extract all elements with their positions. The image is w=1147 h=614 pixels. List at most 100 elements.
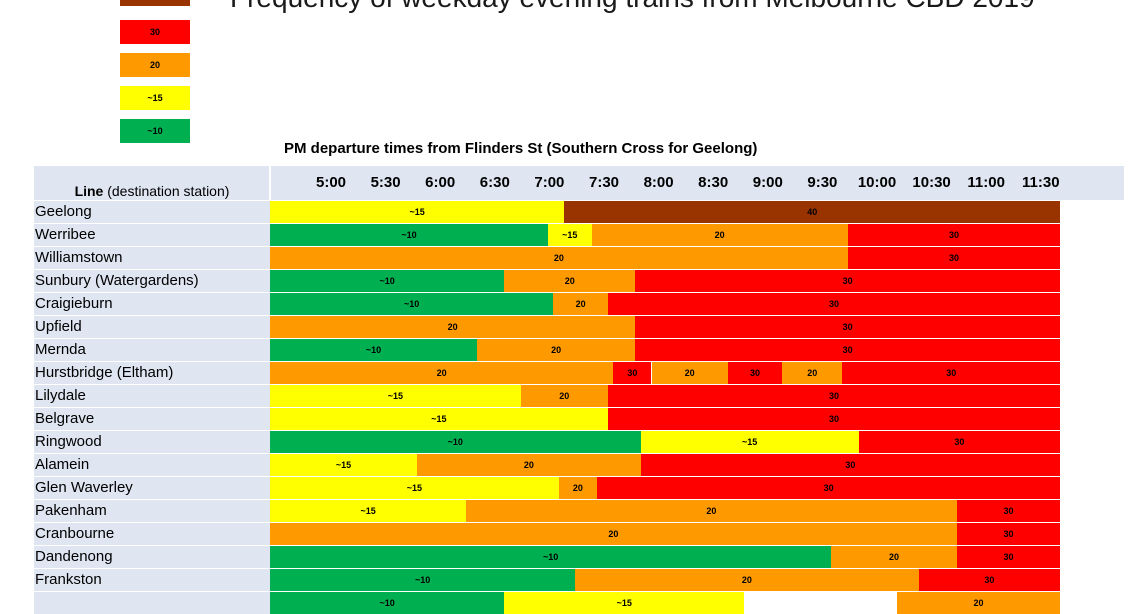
frequency-bar-segment: 30	[842, 362, 1061, 384]
legend-label: ~10	[147, 126, 163, 136]
segment-label: ~15	[387, 391, 403, 401]
legend-swatch: 30	[120, 20, 190, 44]
segment-label: ~15	[741, 437, 758, 447]
segment-label: 30	[845, 460, 856, 470]
row-label: Lilydale	[34, 385, 270, 407]
segment-label: 30	[954, 437, 965, 447]
header-divider	[269, 166, 271, 200]
legend-swatch: ~15	[120, 86, 190, 110]
frequency-bar-segment: ~15	[504, 592, 745, 614]
segment-label: 20	[608, 529, 619, 539]
segment-label: ~15	[406, 483, 423, 493]
x-tick-label: 6:00	[425, 174, 456, 191]
frequency-bar-segment: 30	[613, 362, 652, 384]
segment-label: 20	[889, 552, 900, 562]
segment-label: 30	[842, 345, 853, 355]
segment-label: 30	[829, 391, 840, 401]
segment-label: ~10	[365, 345, 382, 355]
header-line-label: Line (destination station)	[34, 183, 270, 199]
x-tick-label: 11:00	[967, 174, 1005, 191]
row-label: Mernda	[34, 339, 270, 361]
frequency-bar-segment: ~15	[640, 431, 859, 453]
segment-label: ~10	[447, 437, 463, 447]
segment-label: 20	[436, 368, 447, 378]
frequency-bar-segment: 20	[270, 247, 848, 269]
row-label: Dandenong	[34, 546, 270, 568]
segment-label: ~15	[562, 230, 578, 240]
frequency-bar-segment: 30	[635, 339, 1061, 361]
frequency-bar-segment: ~15	[270, 500, 467, 522]
frequency-bar-segment	[744, 592, 897, 614]
segment-label: 40	[807, 207, 818, 217]
frequency-bar-segment: 20	[553, 293, 608, 315]
segment-label: 30	[984, 575, 995, 585]
frequency-bar-segment: 20	[896, 592, 1061, 614]
legend-swatch-40	[120, 0, 190, 6]
x-tick-label: 8:30	[698, 174, 729, 191]
segment-label: 20	[575, 299, 586, 309]
row-label: Ringwood	[34, 431, 270, 453]
segment-label: 30	[948, 230, 959, 240]
frequency-bar-segment: 20	[782, 362, 843, 384]
frequency-bar-segment: 30	[607, 293, 1061, 315]
frequency-bar-segment: 30	[956, 500, 1061, 522]
x-tick-label: 5:00	[315, 174, 347, 191]
segment-label: 30	[829, 414, 840, 424]
row-label: Sunbury (Watergardens)	[34, 270, 270, 292]
legend-label: 30	[149, 27, 160, 37]
frequency-bar-segment: ~15	[270, 201, 565, 223]
header-bar	[34, 166, 1124, 200]
segment-label: ~15	[616, 598, 632, 608]
segment-label: ~10	[401, 230, 417, 240]
row-label: Upfield	[34, 316, 270, 338]
header-line-label-bold: Line	[74, 183, 104, 199]
segment-label: 20	[553, 253, 564, 263]
frequency-bar-segment: 30	[640, 454, 1061, 476]
frequency-bar-segment: 30	[956, 523, 1061, 545]
segment-label: ~15	[431, 414, 447, 424]
x-tick-label: 9:30	[807, 174, 838, 191]
segment-label: ~15	[360, 506, 376, 516]
x-tick-label: 8:00	[643, 174, 674, 191]
header-line-label-rest: (destination station)	[103, 183, 230, 199]
segment-label: 30	[946, 368, 957, 378]
frequency-bar-segment: 20	[477, 339, 636, 361]
frequency-bar-segment: ~10	[270, 270, 505, 292]
segment-label: 20	[807, 368, 818, 378]
legend-label: ~15	[147, 93, 163, 103]
frequency-bar-segment: 20	[575, 569, 919, 591]
frequency-bar-segment: 30	[635, 270, 1061, 292]
segment-label: ~15	[409, 207, 425, 217]
frequency-bar-segment: ~10	[270, 431, 641, 453]
row-label: Craigieburn	[34, 293, 270, 315]
frequency-bar-segment: ~10	[270, 569, 576, 591]
frequency-bar-segment: ~15	[270, 408, 608, 430]
x-tick-label: 7:00	[534, 174, 565, 191]
row-label: Williamstown	[34, 247, 270, 269]
segment-label: 30	[1003, 506, 1014, 516]
segment-label: 20	[559, 391, 570, 401]
segment-label: 20	[684, 368, 695, 378]
row-label: Cranbourne	[34, 523, 270, 545]
frequency-bar-segment: ~15	[270, 454, 418, 476]
row-label: Belgrave	[34, 408, 270, 430]
legend-label: 20	[149, 60, 160, 70]
row-label: Alamein	[34, 454, 270, 476]
row-label: Werribee	[34, 224, 270, 246]
frequency-bar-segment: 20	[591, 224, 848, 246]
x-tick-label: 10:00	[857, 174, 897, 191]
frequency-bar-segment: 20	[270, 523, 957, 545]
segment-label: 30	[948, 253, 959, 263]
segment-label: 20	[551, 345, 562, 355]
segment-label: 30	[627, 368, 638, 378]
segment-label: 20	[564, 276, 575, 286]
x-tick-label: 9:00	[752, 174, 783, 191]
segment-label: ~10	[543, 552, 559, 562]
frequency-bar-segment: 30	[858, 431, 1061, 453]
legend-swatch: 20	[120, 53, 190, 77]
frequency-bar-segment: 30	[847, 224, 1061, 246]
x-tick-label: 5:30	[370, 174, 401, 191]
row-label: Glen Waverley	[34, 477, 270, 499]
segment-label: ~15	[335, 460, 352, 470]
x-tick-label: 6:30	[479, 174, 510, 191]
